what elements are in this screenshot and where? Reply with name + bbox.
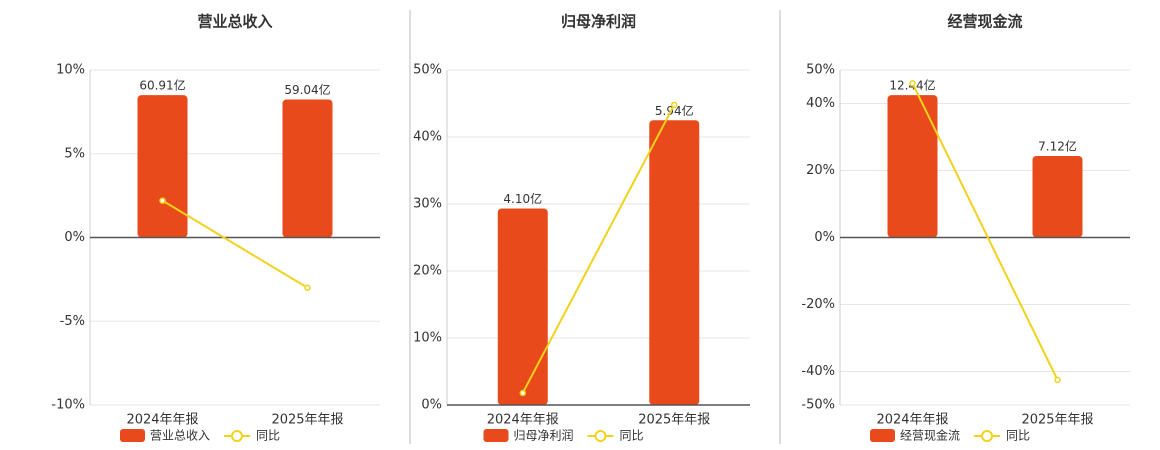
legend-label: 同比 bbox=[620, 429, 644, 443]
bar bbox=[649, 120, 700, 405]
x-tick-label: 2024年年报 bbox=[876, 413, 948, 428]
y-tick-label: 0% bbox=[814, 230, 835, 245]
line-point bbox=[671, 101, 678, 109]
y-tick-label: 10% bbox=[413, 331, 442, 346]
line-point bbox=[909, 80, 916, 87]
y-tick-label: 50% bbox=[806, 63, 835, 78]
line-point bbox=[159, 197, 166, 204]
line-point bbox=[1054, 376, 1061, 384]
y-tick-label: 40% bbox=[806, 96, 835, 111]
y-tick-label: -50% bbox=[801, 398, 835, 413]
legend-label: 归母净利润 bbox=[514, 429, 574, 443]
chart-title: 经营现金流 bbox=[947, 13, 1022, 31]
bar bbox=[1032, 156, 1083, 238]
x-tick-label: 2024年年报 bbox=[487, 413, 559, 428]
data-label: 4.10亿 bbox=[503, 191, 542, 206]
legend-swatch bbox=[231, 430, 244, 442]
line-point bbox=[519, 389, 526, 397]
legend-swatch bbox=[870, 429, 895, 442]
y-tick-label: -5% bbox=[60, 314, 85, 329]
y-tick-label: 30% bbox=[413, 197, 442, 212]
legend-label: 同比 bbox=[256, 429, 280, 443]
legend-swatch bbox=[594, 430, 607, 442]
bar bbox=[497, 208, 548, 405]
y-tick-label: 5% bbox=[64, 146, 85, 161]
legend-swatch bbox=[483, 429, 509, 442]
legend-swatch bbox=[120, 429, 145, 442]
legend-label: 经营现金流 bbox=[900, 428, 960, 443]
y-tick-label: 20% bbox=[806, 163, 835, 178]
data-label: 60.91亿 bbox=[139, 78, 185, 93]
chart-title: 归母净利润 bbox=[561, 13, 636, 31]
data-label: 5.94亿 bbox=[655, 103, 694, 118]
x-tick-label: 2025年年报 bbox=[1021, 413, 1093, 428]
chart-title: 营业总收入 bbox=[197, 13, 272, 31]
legend-swatch bbox=[981, 430, 994, 442]
x-tick-label: 2024年年报 bbox=[126, 413, 198, 428]
y-tick-label: 0% bbox=[421, 398, 442, 413]
y-tick-label: 0% bbox=[64, 230, 85, 245]
bar bbox=[137, 95, 188, 238]
line bbox=[911, 82, 1059, 381]
line-point bbox=[304, 284, 311, 291]
y-tick-label: 50% bbox=[413, 63, 442, 78]
legend-label: 同比 bbox=[1006, 429, 1030, 443]
y-tick-label: -10% bbox=[51, 398, 85, 413]
y-tick-label: 20% bbox=[413, 264, 442, 279]
bar bbox=[887, 95, 938, 238]
x-tick-label: 2025年年报 bbox=[638, 413, 710, 428]
data-label: 7.12亿 bbox=[1038, 139, 1077, 154]
y-tick-label: -20% bbox=[801, 297, 835, 312]
legend-label: 营业总收入 bbox=[150, 429, 210, 443]
y-tick-label: 10% bbox=[56, 63, 85, 78]
y-tick-label: 40% bbox=[413, 130, 442, 145]
y-tick-label: -40% bbox=[801, 364, 835, 379]
x-tick-label: 2025年年报 bbox=[271, 413, 343, 428]
line bbox=[161, 199, 309, 289]
data-label: 59.04亿 bbox=[284, 82, 330, 97]
bar bbox=[282, 99, 333, 238]
line bbox=[521, 104, 676, 394]
